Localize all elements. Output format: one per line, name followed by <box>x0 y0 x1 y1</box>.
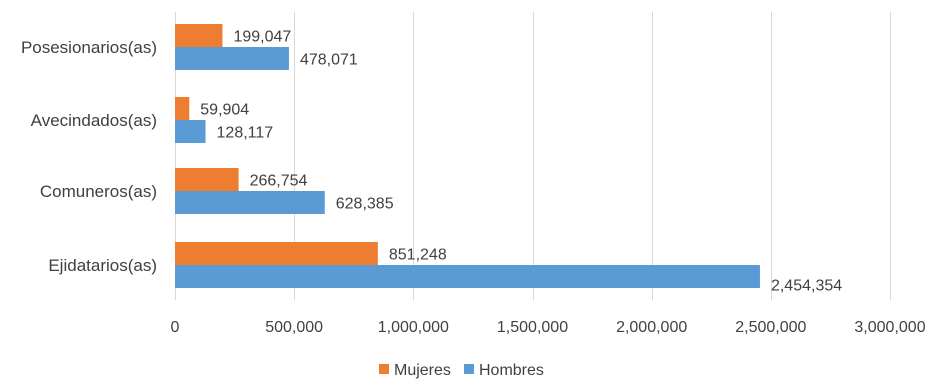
bars <box>175 24 760 288</box>
data-label: 478,071 <box>300 52 358 69</box>
x-tick-label: 1,000,000 <box>378 319 449 336</box>
data-labels: 199,047 478,071 59,904 128,117 266,754 628,38… <box>200 29 842 295</box>
category-label: Comuneros(as) <box>40 182 157 201</box>
x-tick-label: 2,500,000 <box>735 319 806 336</box>
bar-mujeres <box>175 97 190 120</box>
legend: Mujeres Hombres <box>379 362 544 379</box>
category-labels: Posesionarios(as) Avecindados(as) Comunero… <box>21 38 157 275</box>
category-label: Ejidatarios(as) <box>48 256 157 275</box>
bar-hombres <box>175 191 325 214</box>
legend-label-hombres: Hombres <box>479 362 544 379</box>
gridlines <box>175 12 891 300</box>
bar-hombres <box>175 265 760 288</box>
x-tick-label: 2,000,000 <box>616 319 687 336</box>
bar-mujeres <box>175 168 239 191</box>
category-label: Posesionarios(as) <box>21 38 157 57</box>
bar-mujeres <box>175 24 223 47</box>
x-tick-label: 1,500,000 <box>497 319 568 336</box>
x-tick-label: 500,000 <box>265 319 323 336</box>
bar-hombres <box>175 120 206 143</box>
data-label: 128,117 <box>217 125 274 142</box>
bar-mujeres <box>175 242 378 265</box>
x-tick-label: 3,000,000 <box>854 319 925 336</box>
data-label: 2,454,354 <box>771 278 842 295</box>
data-label: 59,904 <box>200 102 249 119</box>
legend-swatch-mujeres <box>379 364 389 374</box>
x-tick-label: 0 <box>171 319 180 336</box>
data-label: 628,385 <box>336 196 394 213</box>
legend-swatch-hombres <box>464 364 474 374</box>
bar-hombres <box>175 47 289 70</box>
category-label: Avecindados(as) <box>31 111 157 130</box>
data-label: 851,248 <box>389 247 447 264</box>
data-label: 266,754 <box>250 173 308 190</box>
tick-labels: 0 500,000 1,000,000 1,500,000 2,000,000 2,500… <box>171 319 926 336</box>
legend-label-mujeres: Mujeres <box>394 362 451 379</box>
data-label: 199,047 <box>233 29 291 46</box>
